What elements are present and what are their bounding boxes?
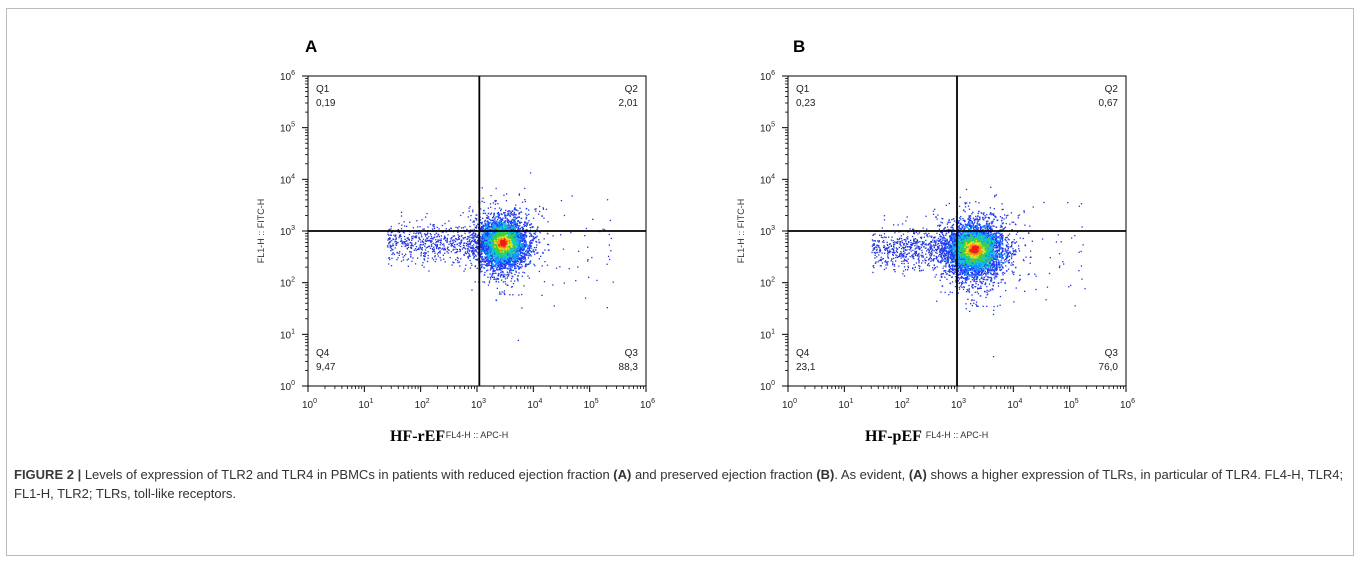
quadrant-value-q2: 0,67 <box>1099 98 1119 109</box>
caption-text-3: . As evident, <box>834 467 909 482</box>
panel-letter: B <box>793 37 805 56</box>
x-axis-label: FL4-H :: APC-H <box>926 430 989 440</box>
quadrant-name-q2: Q2 <box>1105 84 1119 95</box>
x-tick-label: 101 <box>838 398 853 411</box>
caption-text-1: Levels of expression of TLR2 and TLR4 in… <box>81 467 614 482</box>
scatter-points <box>871 186 1086 358</box>
caption-ref-b: (B) <box>816 467 835 482</box>
x-tick-label: 102 <box>415 398 430 411</box>
y-tick-label: 101 <box>280 328 295 341</box>
x-tick-label: 103 <box>471 398 486 411</box>
y-tick-label: 105 <box>760 122 775 135</box>
quadrant-value-q3: 88,3 <box>619 362 639 373</box>
x-tick-label: 101 <box>358 398 373 411</box>
x-tick-label: 106 <box>1120 398 1135 411</box>
caption-text-2: and preserved ejection fraction <box>631 467 817 482</box>
x-tick-label: 102 <box>895 398 910 411</box>
x-tick-label: 105 <box>1064 398 1079 411</box>
y-axis-label: FL1-H :: FITC-H <box>256 199 266 264</box>
y-tick-label: 102 <box>760 277 775 290</box>
quadrant-value-q4: 23,1 <box>796 362 816 373</box>
figure-frame <box>6 8 1354 556</box>
y-tick-label: 100 <box>280 380 295 393</box>
y-tick-label: 102 <box>280 277 295 290</box>
caption-ref-a: (A) <box>613 467 632 482</box>
y-tick-label: 103 <box>760 225 775 238</box>
plot-panel-a: A 100 101 102 103 104 105 106 100 101 102 103 104 105… <box>256 37 655 445</box>
panel-letter: A <box>305 37 317 56</box>
plot-panel-b: B 100 101 102 103 104 105 106 100 101 102 103 104 105… <box>736 37 1135 445</box>
group-label: HF-rEF <box>390 428 445 445</box>
figure-caption: FIGURE 2 | Levels of expression of TLR2 … <box>14 465 1344 503</box>
caption-ref-a-2: (A) <box>908 467 927 482</box>
quadrant-value-q2: 2,01 <box>619 98 639 109</box>
quadrant-value-q3: 76,0 <box>1099 362 1119 373</box>
x-tick-label: 100 <box>302 398 317 411</box>
caption-figure-label: FIGURE 2 | <box>14 467 82 482</box>
y-tick-label: 104 <box>280 173 295 186</box>
quadrant-value-q1: 0,19 <box>316 98 336 109</box>
y-tick-label: 106 <box>760 70 775 83</box>
x-tick-label: 103 <box>951 398 966 411</box>
quadrant-name-q1: Q1 <box>316 84 330 95</box>
y-tick-label: 103 <box>280 225 295 238</box>
x-axis-label: FL4-H :: APC-H <box>446 430 509 440</box>
x-tick-label: 100 <box>782 398 797 411</box>
quadrant-name-q4: Q4 <box>796 348 810 359</box>
scatter-points <box>386 172 614 342</box>
y-tick-label: 105 <box>280 122 295 135</box>
quadrant-value-q4: 9,47 <box>316 362 336 373</box>
y-tick-label: 106 <box>280 70 295 83</box>
x-tick-label: 106 <box>640 398 655 411</box>
x-tick-label: 105 <box>584 398 599 411</box>
y-tick-label: 101 <box>760 328 775 341</box>
quadrant-name-q3: Q3 <box>625 348 639 359</box>
quadrant-value-q1: 0,23 <box>796 98 816 109</box>
x-tick-label: 104 <box>1007 398 1022 411</box>
y-tick-label: 104 <box>760 173 775 186</box>
quadrant-name-q3: Q3 <box>1105 348 1119 359</box>
group-label: HF-pEF <box>865 428 922 445</box>
y-tick-label: 100 <box>760 380 775 393</box>
x-tick-label: 104 <box>527 398 542 411</box>
caption-text-4: shows a higher expression of TLRs, in pa… <box>14 467 1344 501</box>
quadrant-name-q1: Q1 <box>796 84 810 95</box>
quadrant-name-q4: Q4 <box>316 348 330 359</box>
y-axis-label: FL1-H :: FITC-H <box>736 199 746 264</box>
quadrant-name-q2: Q2 <box>625 84 639 95</box>
